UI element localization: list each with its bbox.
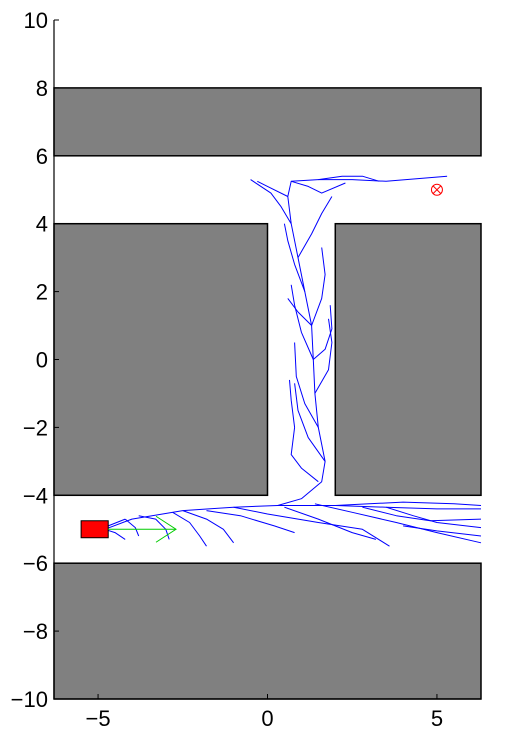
y-tick-label: −10 [11,687,48,712]
tree-branch-19 [311,247,326,326]
tree-branch-13 [385,506,482,529]
tree-branch-21 [297,196,333,258]
tree-branch-27 [312,305,333,360]
tree-branch-7 [124,518,140,537]
tree-branch-22 [250,179,292,224]
tree-branch-9 [206,510,295,534]
search-tree [104,175,482,547]
y-tick-label: −6 [23,551,48,576]
tree-branch-12 [403,525,482,537]
obstacle-regions [53,87,482,700]
axes-frame [53,19,481,700]
y-tick-label: 0 [36,348,48,373]
goal-marker-circle [430,183,443,196]
obstacle-2 [334,222,482,497]
tree-branch-17 [294,342,319,428]
y-tick-label: −4 [23,483,48,508]
y-tick-label: 2 [36,280,48,305]
y-tick-label: 4 [36,212,48,237]
robot-marker [80,520,109,539]
y-tick-label: 10 [24,8,48,33]
tree-branch-2 [314,503,482,544]
tree-branch-28 [289,379,296,428]
tree-branch-25 [318,175,380,182]
x-tick-label: −5 [86,706,111,731]
y-tick-label: 8 [36,76,48,101]
tree-branch-5 [182,510,234,544]
tree-branch-8 [172,511,207,547]
tree-branch-29 [287,298,312,326]
goal-marker-cross [432,185,442,194]
tree-branch-10 [335,501,482,506]
obstacle-0 [53,87,482,157]
x-tick-label: 0 [261,706,273,731]
tree-branch-18 [290,284,314,360]
markers [80,183,443,543]
tree-branch-23 [257,180,289,197]
tree-branch-11 [362,506,482,522]
x-tick-label: 5 [431,706,443,731]
tree-branch-3 [284,506,377,540]
tree-branch-4 [233,506,390,547]
obstacle-1 [53,222,269,497]
tree-branch-16 [294,383,326,462]
obstacle-3 [53,562,482,700]
tree-branch-24 [291,180,346,194]
tree-branch-15 [290,427,319,483]
y-tick-label: −2 [23,415,48,440]
tree-branch-20 [283,223,306,292]
y-tick-label: 6 [36,144,48,169]
y-tick-label: −8 [23,619,48,644]
tick-labels: 10 8 6 4 2 0 −2 −4 −6 −8 −10 −5 0 5 [11,8,443,731]
heading-arrow-head [155,515,177,543]
tree-branch-26 [314,318,333,394]
